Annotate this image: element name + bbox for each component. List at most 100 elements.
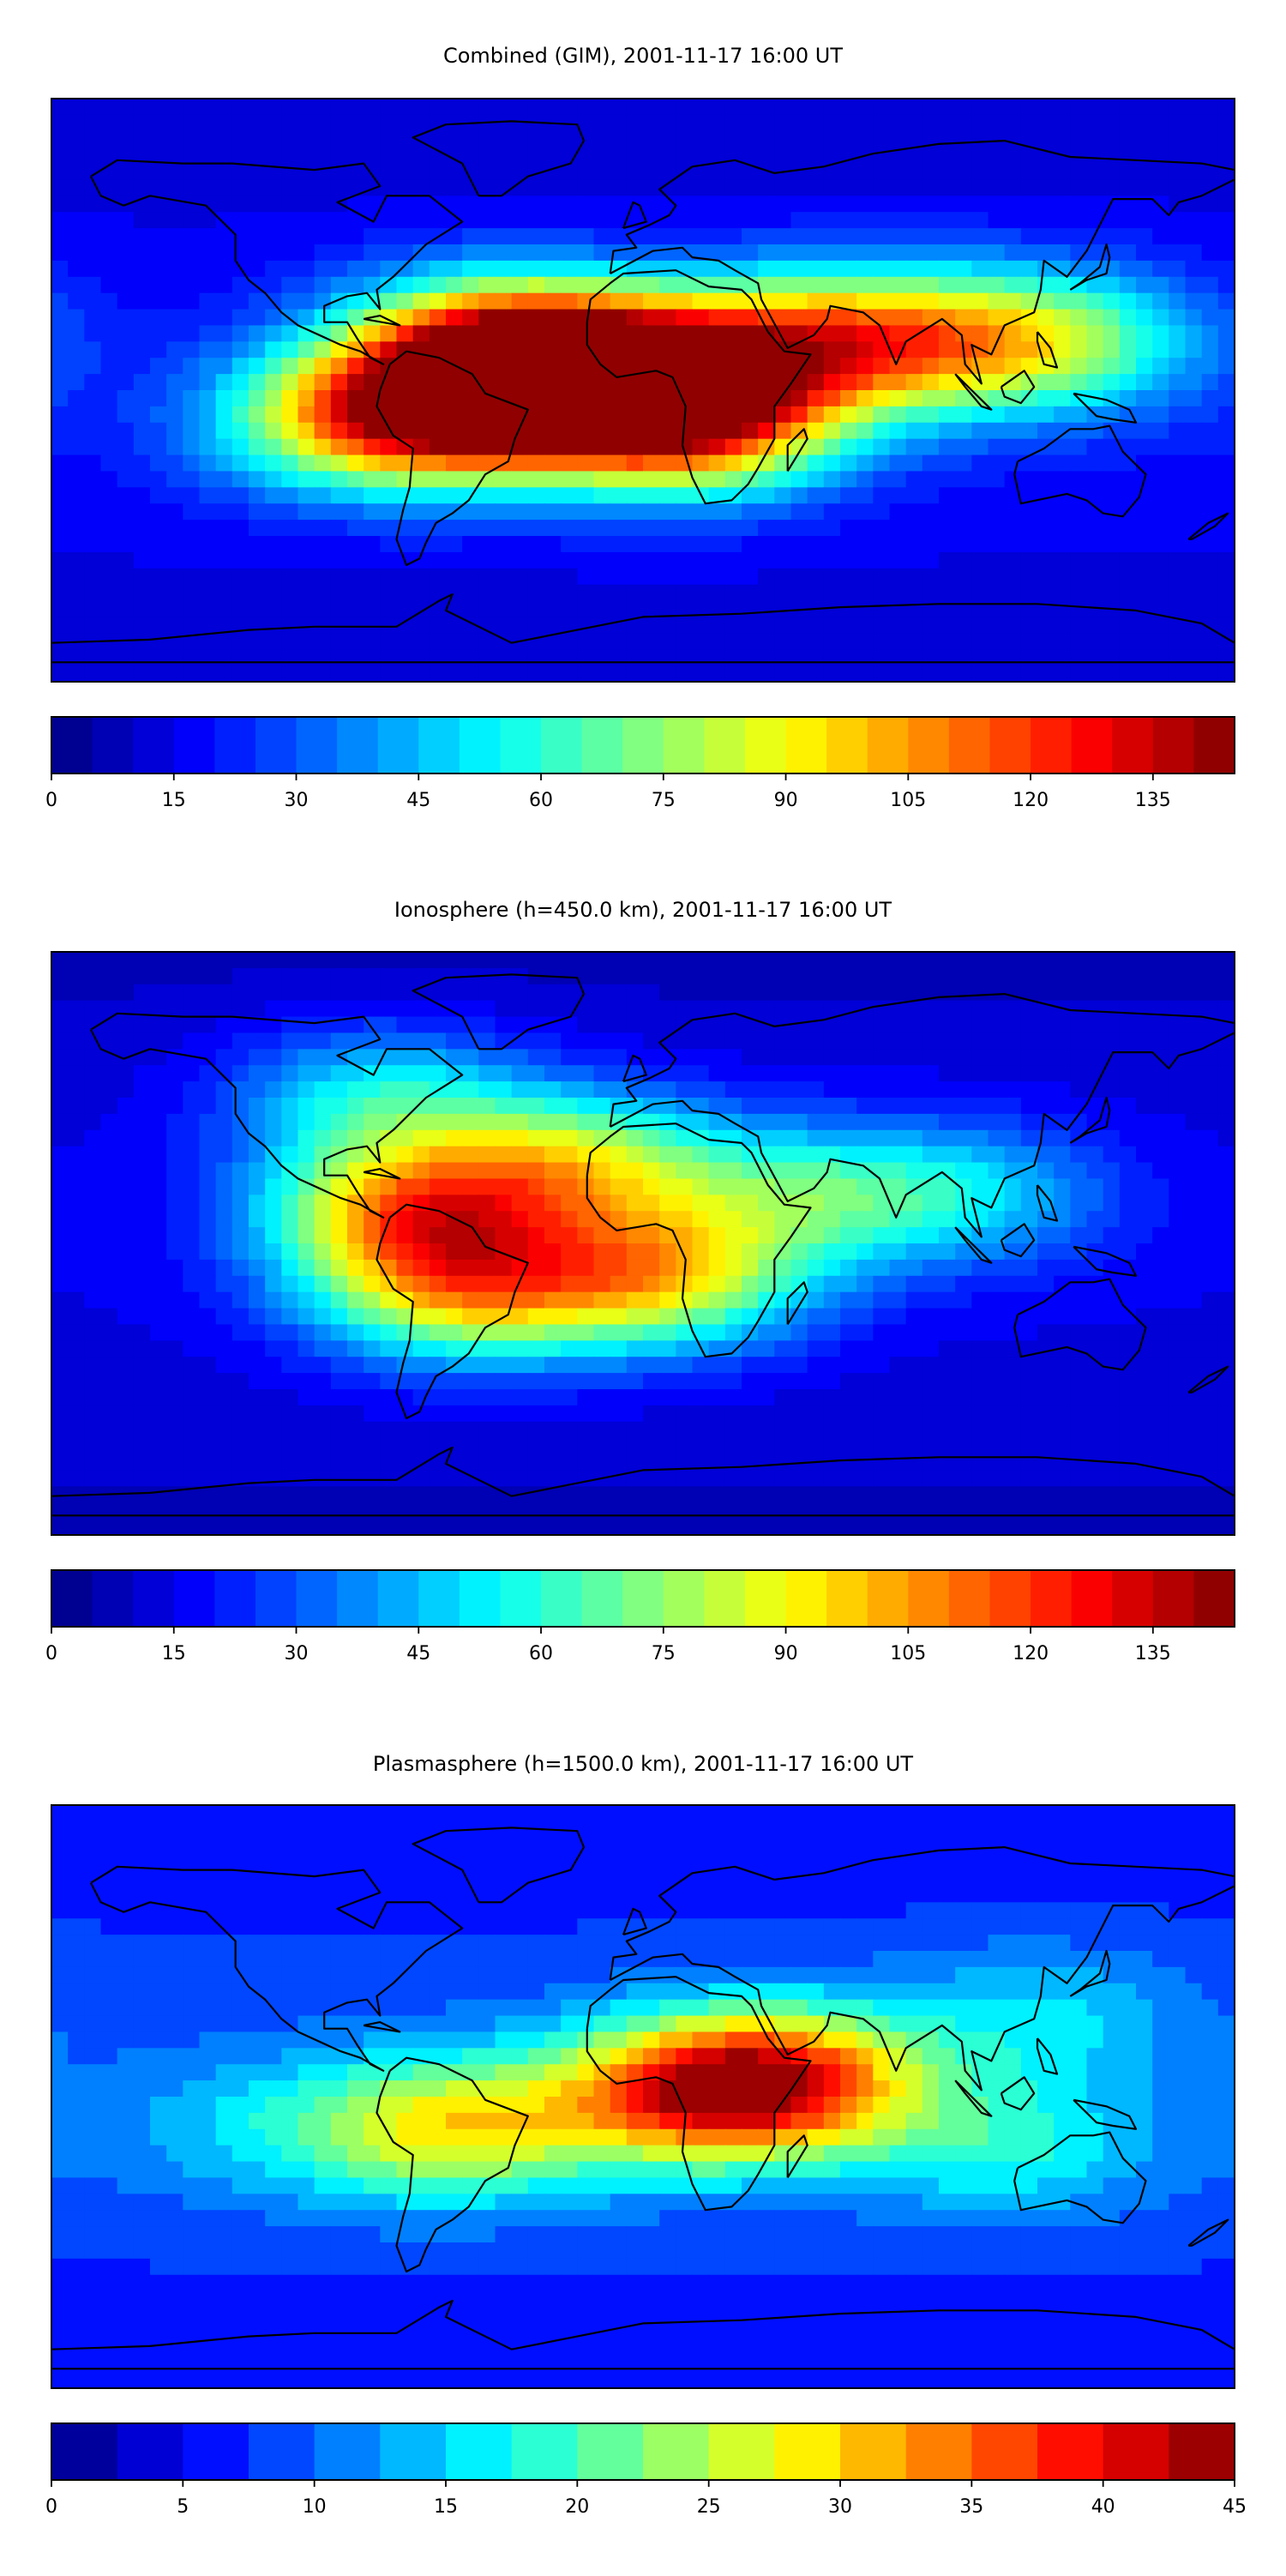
heatmap-cell bbox=[315, 1309, 332, 1325]
heatmap-cell bbox=[659, 1243, 676, 1260]
heatmap-cell bbox=[512, 487, 529, 503]
heatmap-cell bbox=[1169, 471, 1186, 487]
heatmap-cell bbox=[873, 1324, 890, 1340]
heatmap-cell bbox=[315, 1438, 332, 1454]
heatmap-cell bbox=[1037, 617, 1055, 633]
heatmap-cell bbox=[347, 617, 364, 633]
heatmap-cell bbox=[496, 325, 513, 341]
heatmap-cell bbox=[134, 325, 151, 341]
heatmap-cell bbox=[709, 293, 726, 310]
heatmap-cell bbox=[544, 665, 562, 682]
heatmap-cell bbox=[971, 99, 989, 115]
heatmap-cell bbox=[1152, 1243, 1169, 1260]
heatmap-cell bbox=[1186, 1357, 1203, 1373]
heatmap-cell bbox=[364, 665, 381, 682]
heatmap-cell bbox=[265, 471, 282, 487]
heatmap-cell bbox=[1120, 1163, 1137, 1179]
heatmap-cell bbox=[478, 1340, 496, 1357]
heatmap-cell bbox=[1070, 1389, 1087, 1405]
heatmap-cell bbox=[561, 1114, 578, 1130]
heatmap-cell bbox=[922, 261, 940, 277]
heatmap-cell bbox=[1202, 1340, 1219, 1357]
heatmap-cell bbox=[1070, 1438, 1087, 1454]
heatmap-cell bbox=[446, 1373, 463, 1389]
heatmap-cell bbox=[561, 1227, 578, 1243]
heatmap-cell bbox=[693, 423, 710, 439]
heatmap-cell bbox=[496, 1065, 513, 1081]
heatmap-cell bbox=[315, 423, 332, 439]
heatmap-cell bbox=[840, 617, 857, 633]
heatmap-cell bbox=[906, 1357, 923, 1373]
heatmap-cell bbox=[709, 536, 726, 552]
heatmap-cell bbox=[1202, 1098, 1219, 1114]
heatmap-cell bbox=[200, 1178, 217, 1195]
heatmap-cell bbox=[183, 325, 200, 341]
heatmap-cell bbox=[725, 1309, 742, 1325]
heatmap-cell bbox=[281, 439, 298, 455]
heatmap-cell bbox=[117, 1324, 135, 1340]
heatmap-cell bbox=[216, 649, 233, 665]
heatmap-cell bbox=[1005, 552, 1022, 569]
heatmap-cell bbox=[561, 1454, 578, 1471]
heatmap-cell bbox=[659, 649, 676, 665]
heatmap-cell bbox=[824, 1081, 841, 1098]
heatmap-cell bbox=[68, 196, 85, 212]
heatmap-cell bbox=[643, 1032, 660, 1049]
heatmap-cell bbox=[922, 503, 940, 520]
heatmap-cell bbox=[627, 131, 644, 147]
heatmap-cell bbox=[232, 601, 249, 617]
heatmap-cell bbox=[627, 1243, 644, 1260]
heatmap-cell bbox=[1169, 1324, 1186, 1340]
heatmap-cell bbox=[693, 1422, 710, 1438]
heatmap-cell bbox=[1037, 1081, 1055, 1098]
heatmap-cell bbox=[758, 179, 775, 196]
heatmap-cell bbox=[512, 131, 529, 147]
heatmap-cell bbox=[577, 1389, 594, 1405]
heatmap-cell bbox=[1218, 423, 1235, 439]
heatmap-cell bbox=[446, 552, 463, 569]
heatmap-cell bbox=[922, 99, 940, 115]
heatmap-cell bbox=[134, 952, 151, 968]
heatmap-cell bbox=[1186, 1163, 1203, 1179]
heatmap-cell bbox=[890, 196, 907, 212]
heatmap-cell bbox=[544, 423, 562, 439]
heatmap-cell bbox=[68, 1163, 85, 1179]
heatmap-cell bbox=[577, 1001, 594, 1017]
heatmap-cell bbox=[150, 665, 167, 682]
heatmap-cell bbox=[462, 1373, 479, 1389]
heatmap-cell bbox=[774, 1438, 791, 1454]
heatmap-cell bbox=[496, 310, 513, 326]
heatmap-cell bbox=[1169, 1422, 1186, 1438]
heatmap-cell bbox=[824, 261, 841, 277]
heatmap-cell bbox=[478, 196, 496, 212]
heatmap-cell bbox=[166, 1211, 183, 1227]
heatmap-cell bbox=[496, 1098, 513, 1114]
heatmap-cell bbox=[1120, 228, 1137, 244]
heatmap-cell bbox=[610, 585, 628, 601]
heatmap-cell bbox=[281, 244, 298, 261]
heatmap-cell bbox=[101, 471, 118, 487]
heatmap-cell bbox=[364, 1422, 381, 1438]
heatmap-cell bbox=[742, 1276, 759, 1292]
heatmap-cell bbox=[1136, 1340, 1153, 1357]
heatmap-cell bbox=[478, 1017, 496, 1033]
heatmap-cell bbox=[1202, 196, 1219, 212]
heatmap-cell bbox=[84, 115, 101, 131]
heatmap-cell bbox=[610, 1260, 628, 1276]
heatmap-cell bbox=[150, 585, 167, 601]
heatmap-cell bbox=[496, 1163, 513, 1179]
heatmap-cell bbox=[134, 212, 151, 228]
heatmap-cell bbox=[1070, 1211, 1087, 1227]
heatmap-cell bbox=[890, 1114, 907, 1130]
heatmap-cell bbox=[808, 552, 825, 569]
heatmap-cell bbox=[462, 228, 479, 244]
heatmap-cell bbox=[758, 1114, 775, 1130]
heatmap-cell bbox=[906, 374, 923, 390]
heatmap-cell bbox=[906, 310, 923, 326]
heatmap-cell bbox=[856, 212, 874, 228]
heatmap-cell bbox=[364, 196, 381, 212]
heatmap-cell bbox=[939, 164, 956, 180]
heatmap-cell bbox=[1186, 1114, 1203, 1130]
heatmap-cell bbox=[249, 423, 266, 439]
heatmap-cell bbox=[1152, 1260, 1169, 1276]
